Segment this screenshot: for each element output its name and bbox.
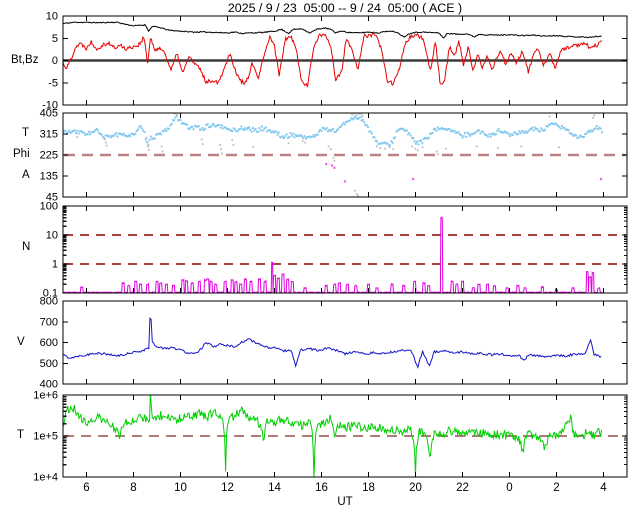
panel-phi-ylabel-a: A bbox=[22, 169, 30, 181]
svg-text:1e+5: 1e+5 bbox=[33, 431, 58, 443]
svg-text:1e+4: 1e+4 bbox=[33, 472, 58, 484]
panel-n-ylabel: N bbox=[22, 241, 31, 253]
svg-text:45: 45 bbox=[46, 192, 58, 204]
svg-text:22: 22 bbox=[456, 482, 469, 494]
panel-n bbox=[64, 234, 626, 265]
svg-text:10: 10 bbox=[46, 230, 58, 242]
series-bt bbox=[63, 21, 602, 39]
svg-text:10: 10 bbox=[174, 482, 187, 494]
series-phi_pink bbox=[325, 163, 603, 183]
svg-text:4: 4 bbox=[600, 482, 607, 494]
svg-text:-5: -5 bbox=[48, 77, 58, 89]
panel-t-axes bbox=[62, 394, 628, 478]
panel-v-ylabel: V bbox=[17, 336, 25, 348]
panel-n-ytick-labels: 100 10 1 0.1 bbox=[40, 201, 58, 300]
svg-text:315: 315 bbox=[40, 129, 58, 141]
series-bz bbox=[63, 32, 603, 88]
svg-text:5: 5 bbox=[52, 33, 58, 45]
series-n bbox=[63, 216, 603, 293]
panel-phi-ylabel-t: T bbox=[22, 127, 30, 139]
svg-text:14: 14 bbox=[268, 482, 281, 494]
panel-t-ytick-labels: 1e+6 1e+5 1e+4 bbox=[33, 390, 58, 484]
svg-text:-10: -10 bbox=[42, 100, 58, 112]
svg-text:225: 225 bbox=[40, 150, 58, 162]
svg-text:700: 700 bbox=[40, 316, 58, 328]
svg-text:6: 6 bbox=[83, 482, 89, 494]
panel-btbz-ylabel: Bt,Bz bbox=[11, 54, 39, 66]
svg-text:1e+6: 1e+6 bbox=[33, 390, 58, 402]
series-t bbox=[63, 395, 603, 477]
plot-title: 2025 / 9 / 23 05:00 -- 9 / 24 05:00 ( AC… bbox=[227, 1, 463, 15]
svg-text:405: 405 bbox=[40, 108, 58, 120]
svg-text:800: 800 bbox=[40, 296, 58, 308]
svg-text:2: 2 bbox=[553, 482, 559, 494]
panel-phi-ytick-labels: 405 315 225 135 45 bbox=[40, 108, 58, 204]
svg-text:0: 0 bbox=[506, 482, 512, 494]
series-phi_gray bbox=[76, 113, 595, 197]
panel-phi-axes bbox=[62, 112, 628, 198]
panel-n-axes bbox=[62, 205, 628, 294]
svg-text:12: 12 bbox=[221, 482, 234, 494]
svg-text:8: 8 bbox=[130, 482, 136, 494]
x-tick-labels: 6 8 10 12 14 16 18 20 22 0 2 4 bbox=[83, 482, 607, 494]
svg-text:600: 600 bbox=[40, 337, 58, 349]
svg-text:100: 100 bbox=[40, 201, 58, 213]
panel-v-axes bbox=[62, 300, 628, 385]
svg-text:1: 1 bbox=[52, 259, 58, 271]
panel-t-ylabel: T bbox=[17, 429, 25, 441]
panel-phi-ylabel-phi: Phi bbox=[13, 148, 30, 160]
svg-text:18: 18 bbox=[362, 482, 375, 494]
svg-text:0: 0 bbox=[52, 55, 58, 67]
svg-text:400: 400 bbox=[40, 379, 58, 391]
panel-bt_bz-axes bbox=[62, 15, 628, 106]
x-axis-title: UT bbox=[337, 496, 353, 508]
svg-text:16: 16 bbox=[315, 482, 328, 494]
svg-text:135: 135 bbox=[40, 171, 58, 183]
panel-v-ytick-labels: 800 700 600 500 400 bbox=[40, 296, 58, 391]
svg-text:10: 10 bbox=[46, 11, 58, 23]
svg-text:20: 20 bbox=[409, 482, 422, 494]
svg-text:500: 500 bbox=[40, 358, 58, 370]
series-phi_blue bbox=[63, 115, 603, 147]
panel-bt_bz-ytick-labels: 10 5 0 -5 -10 bbox=[42, 11, 58, 112]
svg-text:0.1: 0.1 bbox=[43, 288, 58, 300]
series-v bbox=[63, 317, 602, 370]
